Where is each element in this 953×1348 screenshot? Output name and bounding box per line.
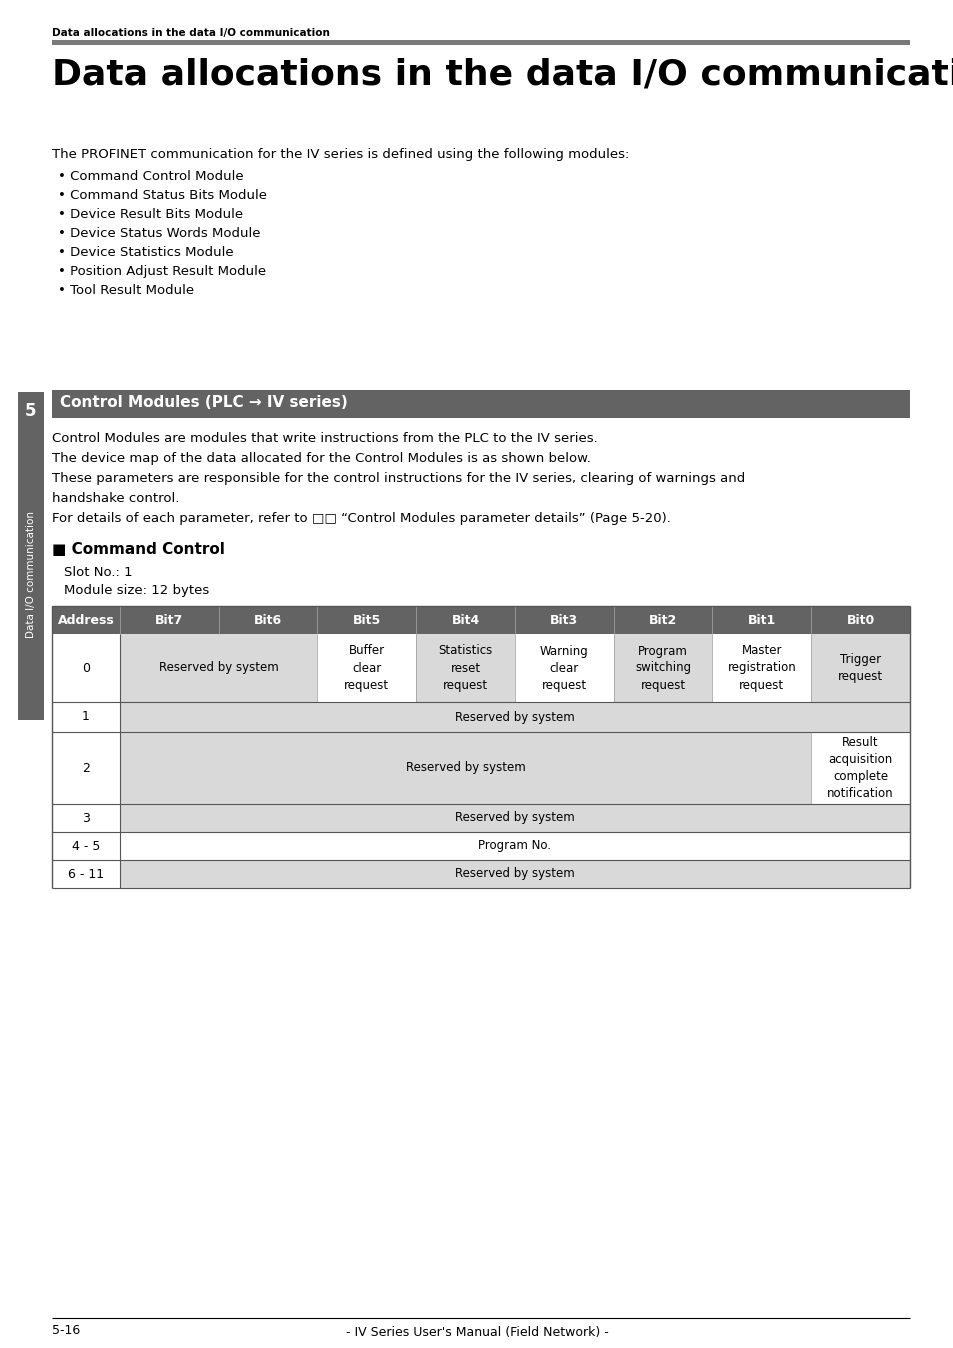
Text: • Device Result Bits Module: • Device Result Bits Module bbox=[58, 208, 243, 221]
Text: Module size: 12 bytes: Module size: 12 bytes bbox=[64, 584, 209, 597]
Bar bbox=[52, 390, 909, 418]
Bar bbox=[810, 732, 909, 803]
Text: Bit0: Bit0 bbox=[845, 613, 874, 627]
Text: - IV Series User's Manual (Field Network) -: - IV Series User's Manual (Field Network… bbox=[345, 1326, 608, 1339]
Bar bbox=[120, 732, 810, 803]
Bar bbox=[712, 634, 810, 702]
Text: The PROFINET communication for the IV series is defined using the following modu: The PROFINET communication for the IV se… bbox=[52, 148, 629, 160]
Text: • Device Status Words Module: • Device Status Words Module bbox=[58, 226, 260, 240]
Text: 2: 2 bbox=[82, 762, 90, 775]
Text: Control Modules (PLC → IV series): Control Modules (PLC → IV series) bbox=[60, 395, 348, 410]
Text: • Device Statistics Module: • Device Statistics Module bbox=[58, 245, 233, 259]
Text: • Tool Result Module: • Tool Result Module bbox=[58, 284, 193, 297]
Text: 5: 5 bbox=[25, 402, 37, 421]
Text: Warning
clear
request: Warning clear request bbox=[539, 644, 588, 692]
Text: 6 - 11: 6 - 11 bbox=[68, 868, 104, 880]
Text: Reserved by system: Reserved by system bbox=[405, 762, 525, 775]
Text: Slot No.: 1: Slot No.: 1 bbox=[64, 566, 132, 580]
Text: • Command Status Bits Module: • Command Status Bits Module bbox=[58, 189, 267, 202]
Text: The device map of the data allocated for the Control Modules is as shown below.: The device map of the data allocated for… bbox=[52, 452, 590, 465]
Text: 4 - 5: 4 - 5 bbox=[71, 840, 100, 852]
Bar bbox=[416, 634, 515, 702]
Bar bbox=[120, 832, 909, 860]
Bar bbox=[52, 702, 120, 732]
Bar bbox=[52, 860, 120, 888]
Bar bbox=[52, 634, 120, 702]
Bar bbox=[120, 702, 909, 732]
Bar bbox=[52, 732, 120, 803]
Bar bbox=[515, 634, 613, 702]
Text: ■ Command Control: ■ Command Control bbox=[52, 542, 225, 557]
Text: handshake control.: handshake control. bbox=[52, 492, 179, 506]
Text: 0: 0 bbox=[82, 662, 90, 674]
Bar bbox=[52, 40, 909, 44]
Text: Bit7: Bit7 bbox=[155, 613, 183, 627]
Bar bbox=[120, 803, 909, 832]
Text: Bit2: Bit2 bbox=[648, 613, 677, 627]
Text: Data allocations in the data I/O communication: Data allocations in the data I/O communi… bbox=[52, 28, 330, 38]
Bar bbox=[52, 832, 120, 860]
Text: 3: 3 bbox=[82, 811, 90, 825]
Text: Data allocations in the data I/O communication: Data allocations in the data I/O communi… bbox=[52, 58, 953, 92]
Text: Bit3: Bit3 bbox=[550, 613, 578, 627]
Bar bbox=[52, 803, 120, 832]
Text: Data I/O communication: Data I/O communication bbox=[26, 511, 36, 639]
Bar bbox=[810, 634, 909, 702]
Text: Program No.: Program No. bbox=[478, 840, 551, 852]
Text: • Position Adjust Result Module: • Position Adjust Result Module bbox=[58, 266, 266, 278]
Text: Result
acquisition
complete
notification: Result acquisition complete notification bbox=[826, 736, 893, 799]
Bar bbox=[120, 860, 909, 888]
Bar bbox=[18, 430, 44, 720]
Text: Program
switching
request: Program switching request bbox=[635, 644, 691, 692]
Text: For details of each parameter, refer to □□ “Control Modules parameter details” (: For details of each parameter, refer to … bbox=[52, 512, 670, 524]
Text: Buffer
clear
request: Buffer clear request bbox=[344, 644, 389, 692]
Text: Reserved by system: Reserved by system bbox=[159, 662, 278, 674]
Text: Address: Address bbox=[57, 613, 114, 627]
Text: Bit1: Bit1 bbox=[747, 613, 775, 627]
Text: Bit4: Bit4 bbox=[451, 613, 479, 627]
Text: Bit6: Bit6 bbox=[253, 613, 282, 627]
Text: Control Modules are modules that write instructions from the PLC to the IV serie: Control Modules are modules that write i… bbox=[52, 431, 598, 445]
Text: • Command Control Module: • Command Control Module bbox=[58, 170, 243, 183]
Bar bbox=[317, 634, 416, 702]
Text: These parameters are responsible for the control instructions for the IV series,: These parameters are responsible for the… bbox=[52, 472, 744, 485]
Bar bbox=[120, 634, 317, 702]
Bar bbox=[18, 392, 44, 430]
Text: Bit5: Bit5 bbox=[353, 613, 380, 627]
Text: 1: 1 bbox=[82, 710, 90, 724]
Text: Master
registration
request: Master registration request bbox=[727, 644, 796, 692]
Text: Statistics
reset
request: Statistics reset request bbox=[438, 644, 493, 692]
Bar bbox=[613, 634, 712, 702]
Text: Trigger
request: Trigger request bbox=[837, 652, 882, 683]
Text: Reserved by system: Reserved by system bbox=[455, 710, 575, 724]
Text: Reserved by system: Reserved by system bbox=[455, 811, 575, 825]
Bar bbox=[52, 607, 909, 634]
Text: Reserved by system: Reserved by system bbox=[455, 868, 575, 880]
Text: 5-16: 5-16 bbox=[52, 1324, 80, 1337]
